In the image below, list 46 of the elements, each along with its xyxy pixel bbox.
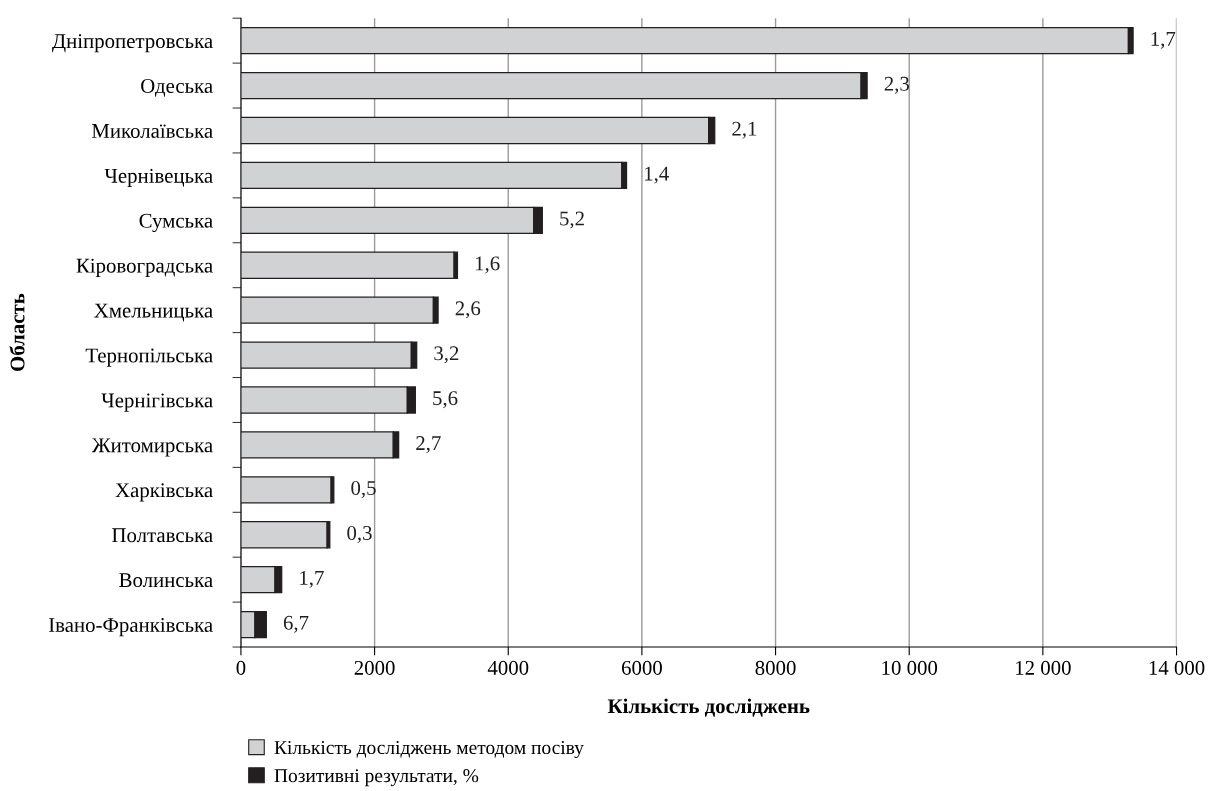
y-axis-title: Область	[9, 293, 25, 371]
annotation: 5,6	[433, 391, 458, 409]
bar	[240, 296, 435, 324]
annotation: 2,1	[732, 121, 757, 139]
x-tick-label: 12 000	[1016, 660, 1071, 675]
y-tick-label: Одеська	[141, 79, 213, 97]
annotation: 0,3	[347, 525, 372, 543]
x-tick-label: 14 000	[1149, 660, 1205, 675]
legend-label: Позитивні результати, %	[274, 769, 479, 787]
x-tick-label: 8000	[755, 660, 796, 675]
annotation: 2,7	[416, 436, 441, 454]
x-axis-title: Кількість досліджень	[607, 698, 810, 717]
annotation: 6,7	[283, 615, 309, 633]
annotation: 2,6	[455, 301, 481, 319]
annotation: 0,5	[351, 480, 376, 499]
y-tick-label: Харківська	[115, 483, 213, 502]
y-tick-label: Житомирська	[91, 438, 213, 457]
y-tick-label: Кіровоградська	[76, 258, 213, 277]
annotation: 3,2	[434, 346, 459, 364]
y-tick-label: Полтавська	[112, 528, 213, 543]
x-tick-label: 0	[236, 660, 246, 675]
bar	[240, 251, 455, 279]
annotation: 5,2	[560, 211, 584, 229]
x-tick-label: 6000	[621, 660, 662, 675]
y-tick-label: Сумська	[139, 213, 213, 233]
annotation: 1,4	[645, 166, 669, 184]
x-tick-label: 4000	[487, 660, 529, 675]
annotation: 2,3	[884, 76, 910, 94]
bar	[240, 476, 332, 504]
bar	[240, 27, 1130, 55]
annotation: 1,7	[300, 570, 324, 588]
annotation: 1,6	[475, 256, 500, 274]
legend-label: Кількість досліджень методом посіву	[274, 741, 584, 759]
x-tick-label: 10 000	[882, 660, 938, 675]
y-tick-label: Миколаївська	[91, 124, 213, 138]
y-tick-label: Хмельницька	[94, 303, 213, 322]
bar	[240, 161, 623, 190]
x-tick-label: 2000	[354, 660, 395, 675]
bar	[240, 521, 328, 549]
y-tick-label: Волинська	[119, 573, 213, 588]
annotation: 1,7	[1151, 31, 1176, 49]
y-tick-label: Чернігівська	[101, 393, 213, 412]
y-tick-label: Чернівецька	[104, 168, 213, 188]
y-tick-label: Івано-Франківська	[48, 618, 213, 637]
y-tick-label: Тернопільська	[85, 348, 213, 367]
y-tick-label: Дніпропетровська	[52, 34, 213, 53]
